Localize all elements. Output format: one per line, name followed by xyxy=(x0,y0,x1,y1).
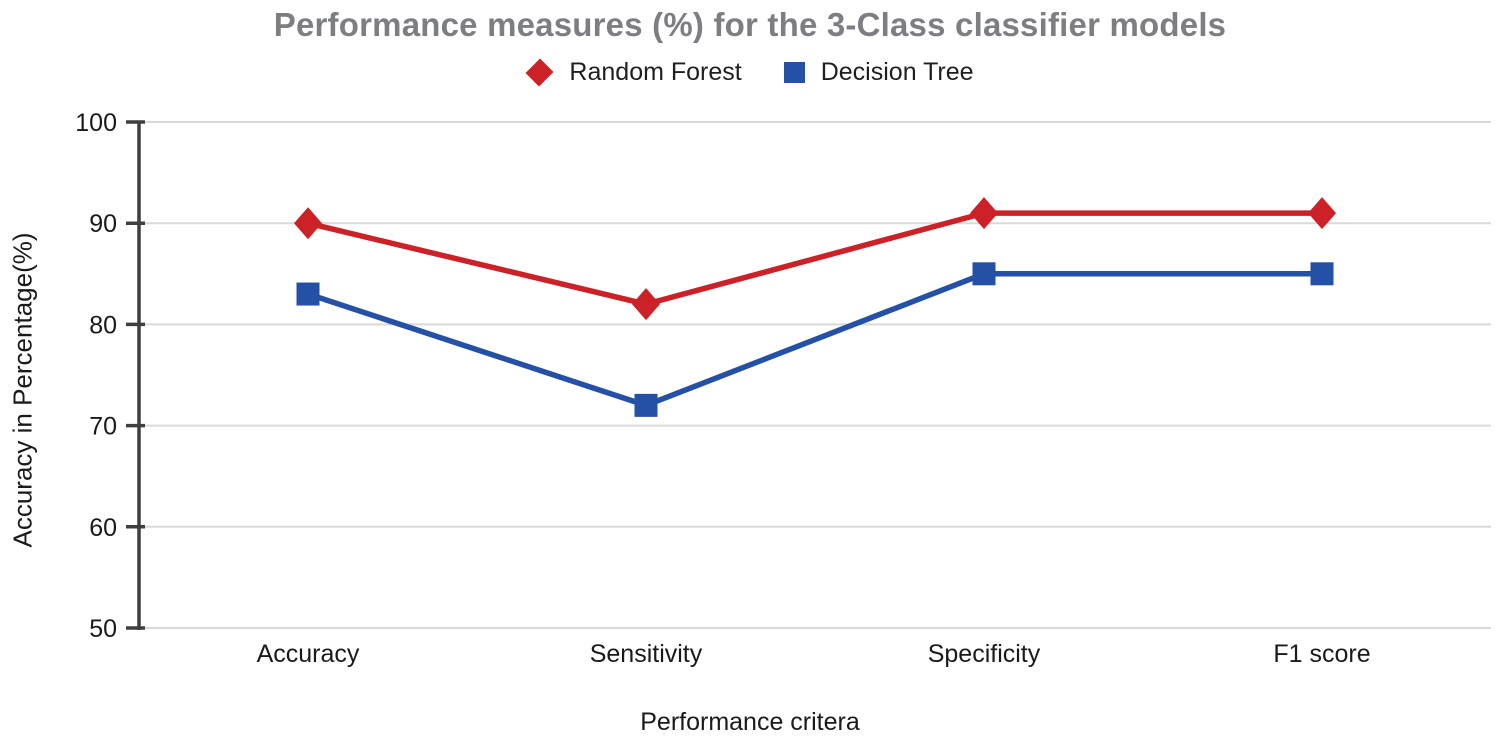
y-tick-label: 100 xyxy=(75,109,117,137)
y-tick-label: 60 xyxy=(89,514,117,542)
legend-label: Random Forest xyxy=(569,58,742,86)
y-tick-label: 80 xyxy=(89,311,117,339)
chart-legend: Random Forest Decision Tree xyxy=(0,58,1500,87)
marker-decision-tree-accuracy xyxy=(296,282,320,306)
y-tick-label: 90 xyxy=(89,210,117,238)
marker-random-forest-f1-score xyxy=(1308,197,1336,230)
x-category-label-accuracy: Accuracy xyxy=(257,640,360,668)
y-tick-label: 70 xyxy=(89,413,117,441)
chart-title: Performance measures (%) for the 3-Class… xyxy=(273,6,1227,43)
marker-random-forest-specificity xyxy=(970,197,998,230)
x-category-label-specificity: Specificity xyxy=(928,640,1041,668)
marker-random-forest-accuracy xyxy=(294,207,322,240)
square-marker-icon xyxy=(783,62,805,83)
x-axis-title: Performance critera xyxy=(640,708,860,736)
marker-decision-tree-specificity xyxy=(972,262,996,286)
x-category-label-f1-score: F1 score xyxy=(1273,640,1370,668)
legend-item-random-forest: Random Forest xyxy=(525,58,742,87)
y-axis-title: Accuracy in Percentage(%) xyxy=(7,232,38,548)
series-line-decision-tree xyxy=(307,271,1322,409)
x-category-label-sensitivity: Sensitivity xyxy=(590,640,703,668)
series-line-random-forest xyxy=(307,210,1322,307)
legend-label: Decision Tree xyxy=(820,58,974,86)
marker-random-forest-sensitivity xyxy=(632,288,660,321)
marker-decision-tree-f1-score xyxy=(1310,262,1334,286)
y-tick-label: 50 xyxy=(89,615,117,643)
marker-decision-tree-sensitivity xyxy=(634,393,658,417)
legend-item-decision-tree: Decision Tree xyxy=(783,58,974,87)
